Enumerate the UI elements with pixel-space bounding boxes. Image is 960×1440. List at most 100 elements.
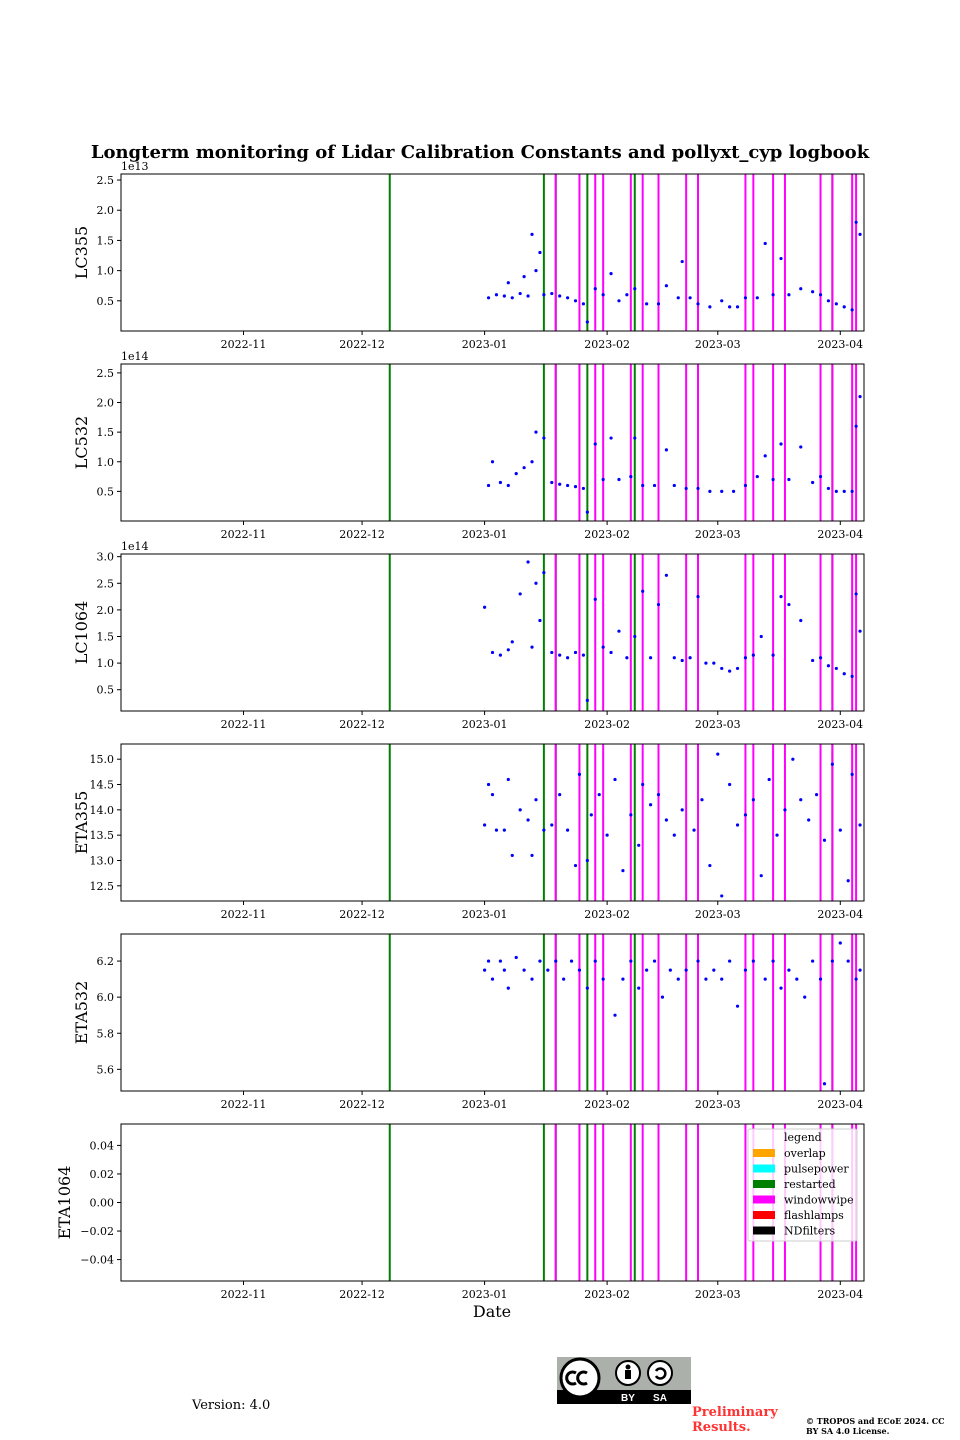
data-point — [672, 483, 676, 488]
data-point — [779, 986, 783, 990]
data-point — [613, 777, 617, 782]
y-tick-label: 5.8 — [97, 1027, 115, 1040]
data-point — [486, 483, 491, 488]
legend-swatch-flashlamps — [753, 1211, 775, 1219]
data-point — [787, 293, 791, 297]
data-point — [676, 296, 680, 300]
data-point — [593, 597, 597, 601]
x-tick-label: 2023-03 — [695, 338, 741, 351]
data-point — [629, 959, 633, 963]
data-point — [585, 510, 589, 514]
data-point — [633, 436, 637, 440]
x-tick-label: 2023-02 — [584, 338, 630, 351]
x-tick-label: 2023-03 — [695, 1098, 741, 1111]
y-tick-label: 2.0 — [97, 604, 115, 617]
data-point — [743, 968, 748, 972]
data-point — [652, 483, 657, 488]
legend-label-windowwipe: windowwipe — [784, 1194, 854, 1207]
data-point — [676, 977, 680, 981]
data-point — [696, 594, 700, 599]
data-point — [680, 808, 684, 812]
x-tick-label: 2022-11 — [221, 1098, 267, 1111]
data-point — [688, 656, 692, 660]
data-point — [482, 823, 487, 827]
y-tick-label: 1.0 — [97, 657, 115, 670]
y-tick-label: 2.5 — [97, 174, 115, 187]
data-point — [850, 308, 854, 312]
data-point — [684, 486, 688, 491]
data-point — [708, 863, 712, 868]
x-tick-label: 2022-11 — [221, 528, 267, 541]
data-point — [621, 977, 625, 981]
data-point — [818, 474, 823, 479]
data-point — [704, 977, 708, 981]
legend-swatch-overlap — [753, 1149, 775, 1157]
panel-lc355: 0.5 1.0 1.5 2.0 2.5 2022-11 2022-12 2023-01 2023… — [72, 160, 865, 351]
data-point — [530, 232, 534, 236]
data-point — [526, 560, 530, 564]
data-point — [799, 287, 803, 291]
data-point — [818, 656, 823, 660]
y-tick-label: 3.0 — [97, 551, 115, 564]
data-point — [510, 296, 514, 300]
data-point — [530, 460, 534, 464]
data-point — [534, 581, 538, 585]
panel-lc1064: 0.5 1.0 1.5 2.0 2.5 3.0 2022-11 2022-12 2023-01 2… — [72, 540, 865, 731]
data-point — [850, 772, 854, 776]
data-point — [648, 803, 653, 807]
x-tick-label: 2022-12 — [339, 1288, 385, 1301]
data-point — [696, 302, 700, 306]
data-point — [759, 634, 763, 639]
data-point — [696, 486, 700, 491]
data-point — [625, 656, 629, 660]
axes-frame — [120, 743, 865, 902]
data-point — [763, 977, 767, 981]
x-tick-label: 2023-04 — [817, 1288, 863, 1301]
data-point — [767, 777, 771, 782]
data-point — [577, 772, 582, 776]
legend-label-NDfilters: NDfilters — [784, 1225, 835, 1238]
data-point — [558, 482, 562, 486]
y-tick-label: 15.0 — [90, 753, 115, 766]
data-point — [668, 968, 672, 972]
y-tick-label: 1.0 — [97, 456, 115, 469]
data-point — [581, 486, 585, 491]
x-tick-label: 2022-11 — [221, 718, 267, 731]
data-point — [637, 986, 641, 990]
data-point — [743, 483, 748, 488]
data-point — [486, 959, 491, 963]
y-axis-label: ETA1064 — [55, 1166, 74, 1240]
data-point — [534, 269, 538, 273]
data-point — [593, 287, 597, 291]
data-point — [858, 968, 862, 972]
data-point — [617, 477, 621, 482]
data-point — [518, 808, 522, 812]
data-point — [842, 672, 846, 676]
data-point — [550, 480, 554, 485]
data-point — [550, 291, 554, 296]
data-point — [514, 472, 518, 476]
cc-icon — [559, 1357, 601, 1399]
panels: 0.5 1.0 1.5 2.0 2.5 2022-11 2022-12 2023-01 2023… — [55, 160, 865, 1301]
data-point — [486, 782, 491, 787]
panel-lc532: 0.5 1.0 1.5 2.0 2.5 2022-11 2022-12 2023-01 2023… — [72, 350, 865, 541]
y-tick-label: 2.5 — [97, 577, 115, 590]
data-point — [645, 968, 649, 972]
data-point — [530, 977, 534, 981]
data-point — [554, 959, 558, 963]
data-point — [779, 594, 783, 599]
cc-by-sa-badge: BY SA — [557, 1357, 691, 1404]
data-point — [771, 293, 775, 297]
x-tick-label: 2022-12 — [339, 908, 385, 921]
data-point — [542, 828, 546, 832]
legend-label-flashlamps: flashlamps — [784, 1209, 844, 1222]
data-point — [482, 605, 487, 609]
data-point — [787, 968, 791, 972]
data-point — [755, 474, 759, 479]
preliminary-results-label: Preliminary Results. — [692, 1405, 778, 1435]
data-point — [522, 275, 526, 279]
x-tick-label: 2023-04 — [817, 528, 863, 541]
data-point — [617, 299, 621, 303]
y-tick-label: 0.5 — [97, 295, 115, 308]
version-label: Version: 4.0 — [192, 1398, 271, 1413]
